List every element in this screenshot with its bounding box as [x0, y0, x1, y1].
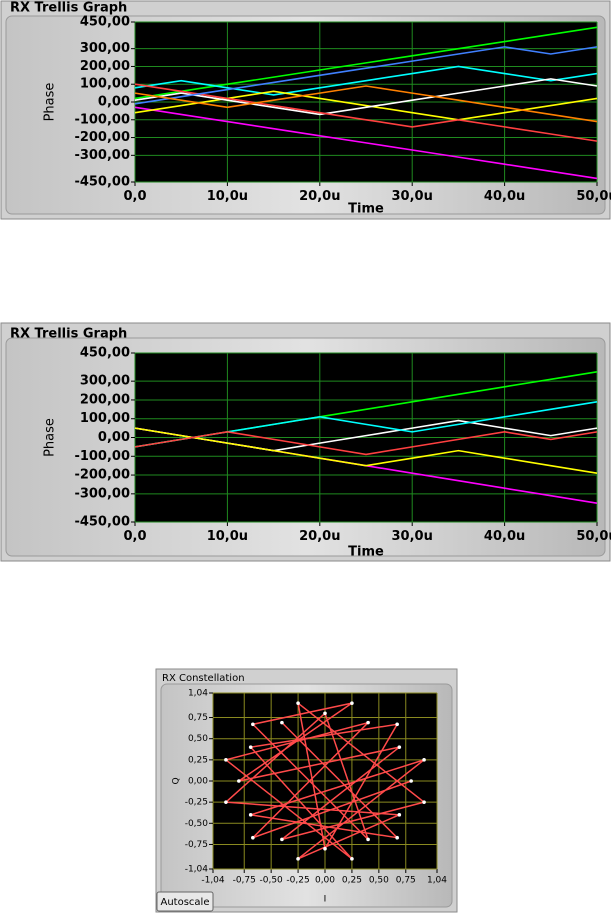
point — [397, 745, 402, 749]
point — [248, 745, 253, 749]
x-tick-label: 30,0u — [392, 189, 433, 204]
x-tick-label: 20,0u — [299, 529, 340, 544]
y-tick-label: 0,75 — [188, 713, 208, 723]
y-tick-label: -100,00 — [74, 449, 130, 464]
y-tick-label: -100,00 — [74, 112, 130, 127]
x-tick-label: 50,0u — [576, 189, 611, 204]
x-tick-label: 10,0u — [207, 189, 248, 204]
trace — [134, 46, 598, 105]
point — [422, 800, 426, 804]
trace — [134, 26, 598, 100]
x-tick-label: 0,75 — [396, 876, 416, 886]
point — [251, 722, 255, 727]
point — [395, 722, 399, 727]
y-tick-label: 450,00 — [80, 346, 130, 361]
point — [296, 701, 300, 705]
y-tick-label: 300,00 — [80, 41, 130, 56]
point — [422, 758, 426, 762]
x-tick-label: -0,25 — [286, 876, 309, 886]
y-tick-label: 0,00 — [98, 95, 130, 110]
point — [366, 720, 370, 725]
trace — [134, 427, 598, 474]
y-tick-label: 0,00 — [188, 777, 208, 787]
y-tick-label: -300,00 — [74, 486, 130, 501]
trace — [134, 78, 598, 116]
point — [397, 813, 402, 817]
y-tick-label: -200,00 — [74, 468, 130, 483]
y-tick-label: 300,00 — [80, 374, 130, 389]
x-tick-label: 0,50 — [369, 876, 389, 886]
point — [350, 701, 354, 705]
y-axis-label: Q — [172, 777, 182, 784]
graph-title: RX Trellis Graph — [10, 327, 127, 342]
x-tick-label: 30,0u — [392, 529, 433, 544]
x-tick-label: 0,0 — [123, 189, 146, 204]
y-tick-label: 1,04 — [188, 689, 208, 699]
x-tick-label: -0,50 — [260, 876, 284, 886]
point — [280, 720, 284, 725]
y-tick-label: 200,00 — [80, 392, 130, 407]
y-tick-label: 0,00 — [98, 430, 130, 445]
autoscale-label[interactable]: Autoscale — [161, 897, 210, 908]
trace — [134, 106, 598, 180]
x-tick-label: 40,0u — [484, 529, 525, 544]
y-tick-label: -450,00 — [74, 515, 130, 530]
x-tick-label: 20,0u — [299, 189, 340, 204]
point — [350, 857, 354, 861]
x-axis-label: I — [324, 895, 327, 905]
y-tick-label: 450,00 — [80, 15, 130, 30]
y-axis-label: Phase — [43, 83, 58, 122]
y-tick-label: -450,00 — [74, 175, 130, 190]
graph-title: RX Constellation — [162, 673, 245, 684]
y-tick-label: -0,50 — [185, 819, 209, 829]
point — [237, 779, 241, 783]
x-tick-label: 0,0 — [123, 529, 146, 544]
x-tick-label: -0,75 — [233, 876, 256, 886]
x-tick-label: 0,00 — [315, 876, 335, 886]
point — [280, 837, 284, 842]
y-tick-label: -1,04 — [185, 865, 209, 875]
y-tick-label: -0,75 — [185, 840, 208, 850]
point — [296, 857, 300, 861]
autoscale-button[interactable] — [156, 891, 214, 912]
x-axis-label: Time — [348, 545, 384, 560]
y-tick-label: 100,00 — [80, 77, 130, 92]
graph-title: RX Trellis Graph — [10, 1, 127, 16]
trajectory — [224, 701, 426, 860]
y-axis-label: Phase — [43, 418, 58, 457]
x-tick-label: 40,0u — [484, 189, 525, 204]
y-tick-label: -0,25 — [185, 798, 208, 808]
trace — [134, 65, 598, 96]
point — [409, 779, 413, 783]
point — [224, 800, 228, 804]
point — [251, 835, 255, 840]
point — [366, 837, 370, 842]
point — [323, 846, 327, 851]
y-tick-label: 200,00 — [80, 59, 130, 74]
y-tick-label: -300,00 — [74, 148, 130, 163]
x-tick-label: 1,04 — [427, 876, 447, 886]
y-tick-label: -200,00 — [74, 130, 130, 145]
x-tick-label: -1,04 — [201, 876, 225, 886]
trace — [134, 83, 598, 142]
x-tick-label: 10,0u — [207, 529, 248, 544]
x-tick-label: 0,25 — [342, 876, 362, 886]
point — [248, 813, 253, 817]
trace — [134, 85, 598, 123]
trace — [134, 431, 598, 456]
y-tick-label: 100,00 — [80, 411, 130, 426]
point — [323, 711, 327, 716]
point — [224, 758, 228, 762]
y-tick-label: 0,25 — [188, 755, 208, 765]
x-axis-label: Time — [348, 202, 384, 217]
y-tick-label: 0,50 — [188, 734, 208, 744]
x-tick-label: 50,0u — [576, 529, 611, 544]
point — [395, 835, 399, 840]
